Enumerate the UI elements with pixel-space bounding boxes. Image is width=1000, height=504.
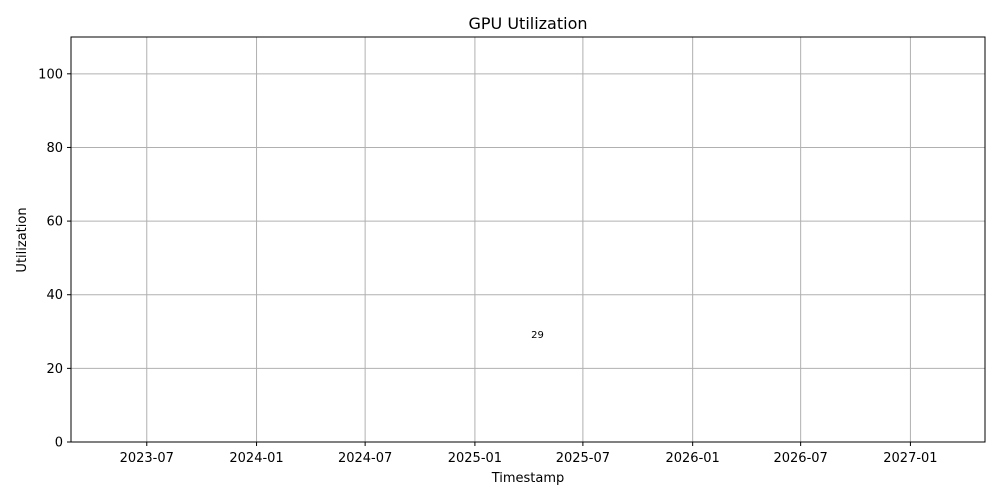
y-tick-label: 20 xyxy=(46,362,63,377)
x-tick-label: 2025-07 xyxy=(556,451,610,466)
data-label: 29 xyxy=(531,330,544,341)
x-axis-label: Timestamp xyxy=(491,471,565,486)
grid xyxy=(71,37,985,443)
x-tick-label: 2024-01 xyxy=(229,451,283,466)
plot-frame xyxy=(70,36,986,443)
x-tick-label: 2024-07 xyxy=(338,451,392,466)
x-tick-label: 2023-07 xyxy=(120,451,174,466)
x-tick-label: 2026-01 xyxy=(665,451,719,466)
y-tick-label: 100 xyxy=(38,67,63,82)
x-tick-label: 2027-01 xyxy=(883,451,937,466)
y-tick-label: 40 xyxy=(46,288,63,303)
chart-title: GPU Utilization xyxy=(468,14,587,33)
ticks: 0 20 40 60 80 100 2023-07 2024-01 2024-07 2025-01… xyxy=(38,67,937,466)
y-axis-label: Utilization xyxy=(15,207,30,272)
y-tick-label: 0 xyxy=(55,436,63,451)
x-tick-label: 2025-01 xyxy=(448,451,502,466)
data-points: 29 xyxy=(531,330,544,341)
x-tick-label: 2026-07 xyxy=(773,451,827,466)
y-tick-label: 60 xyxy=(46,215,63,230)
y-tick-label: 80 xyxy=(46,141,63,156)
